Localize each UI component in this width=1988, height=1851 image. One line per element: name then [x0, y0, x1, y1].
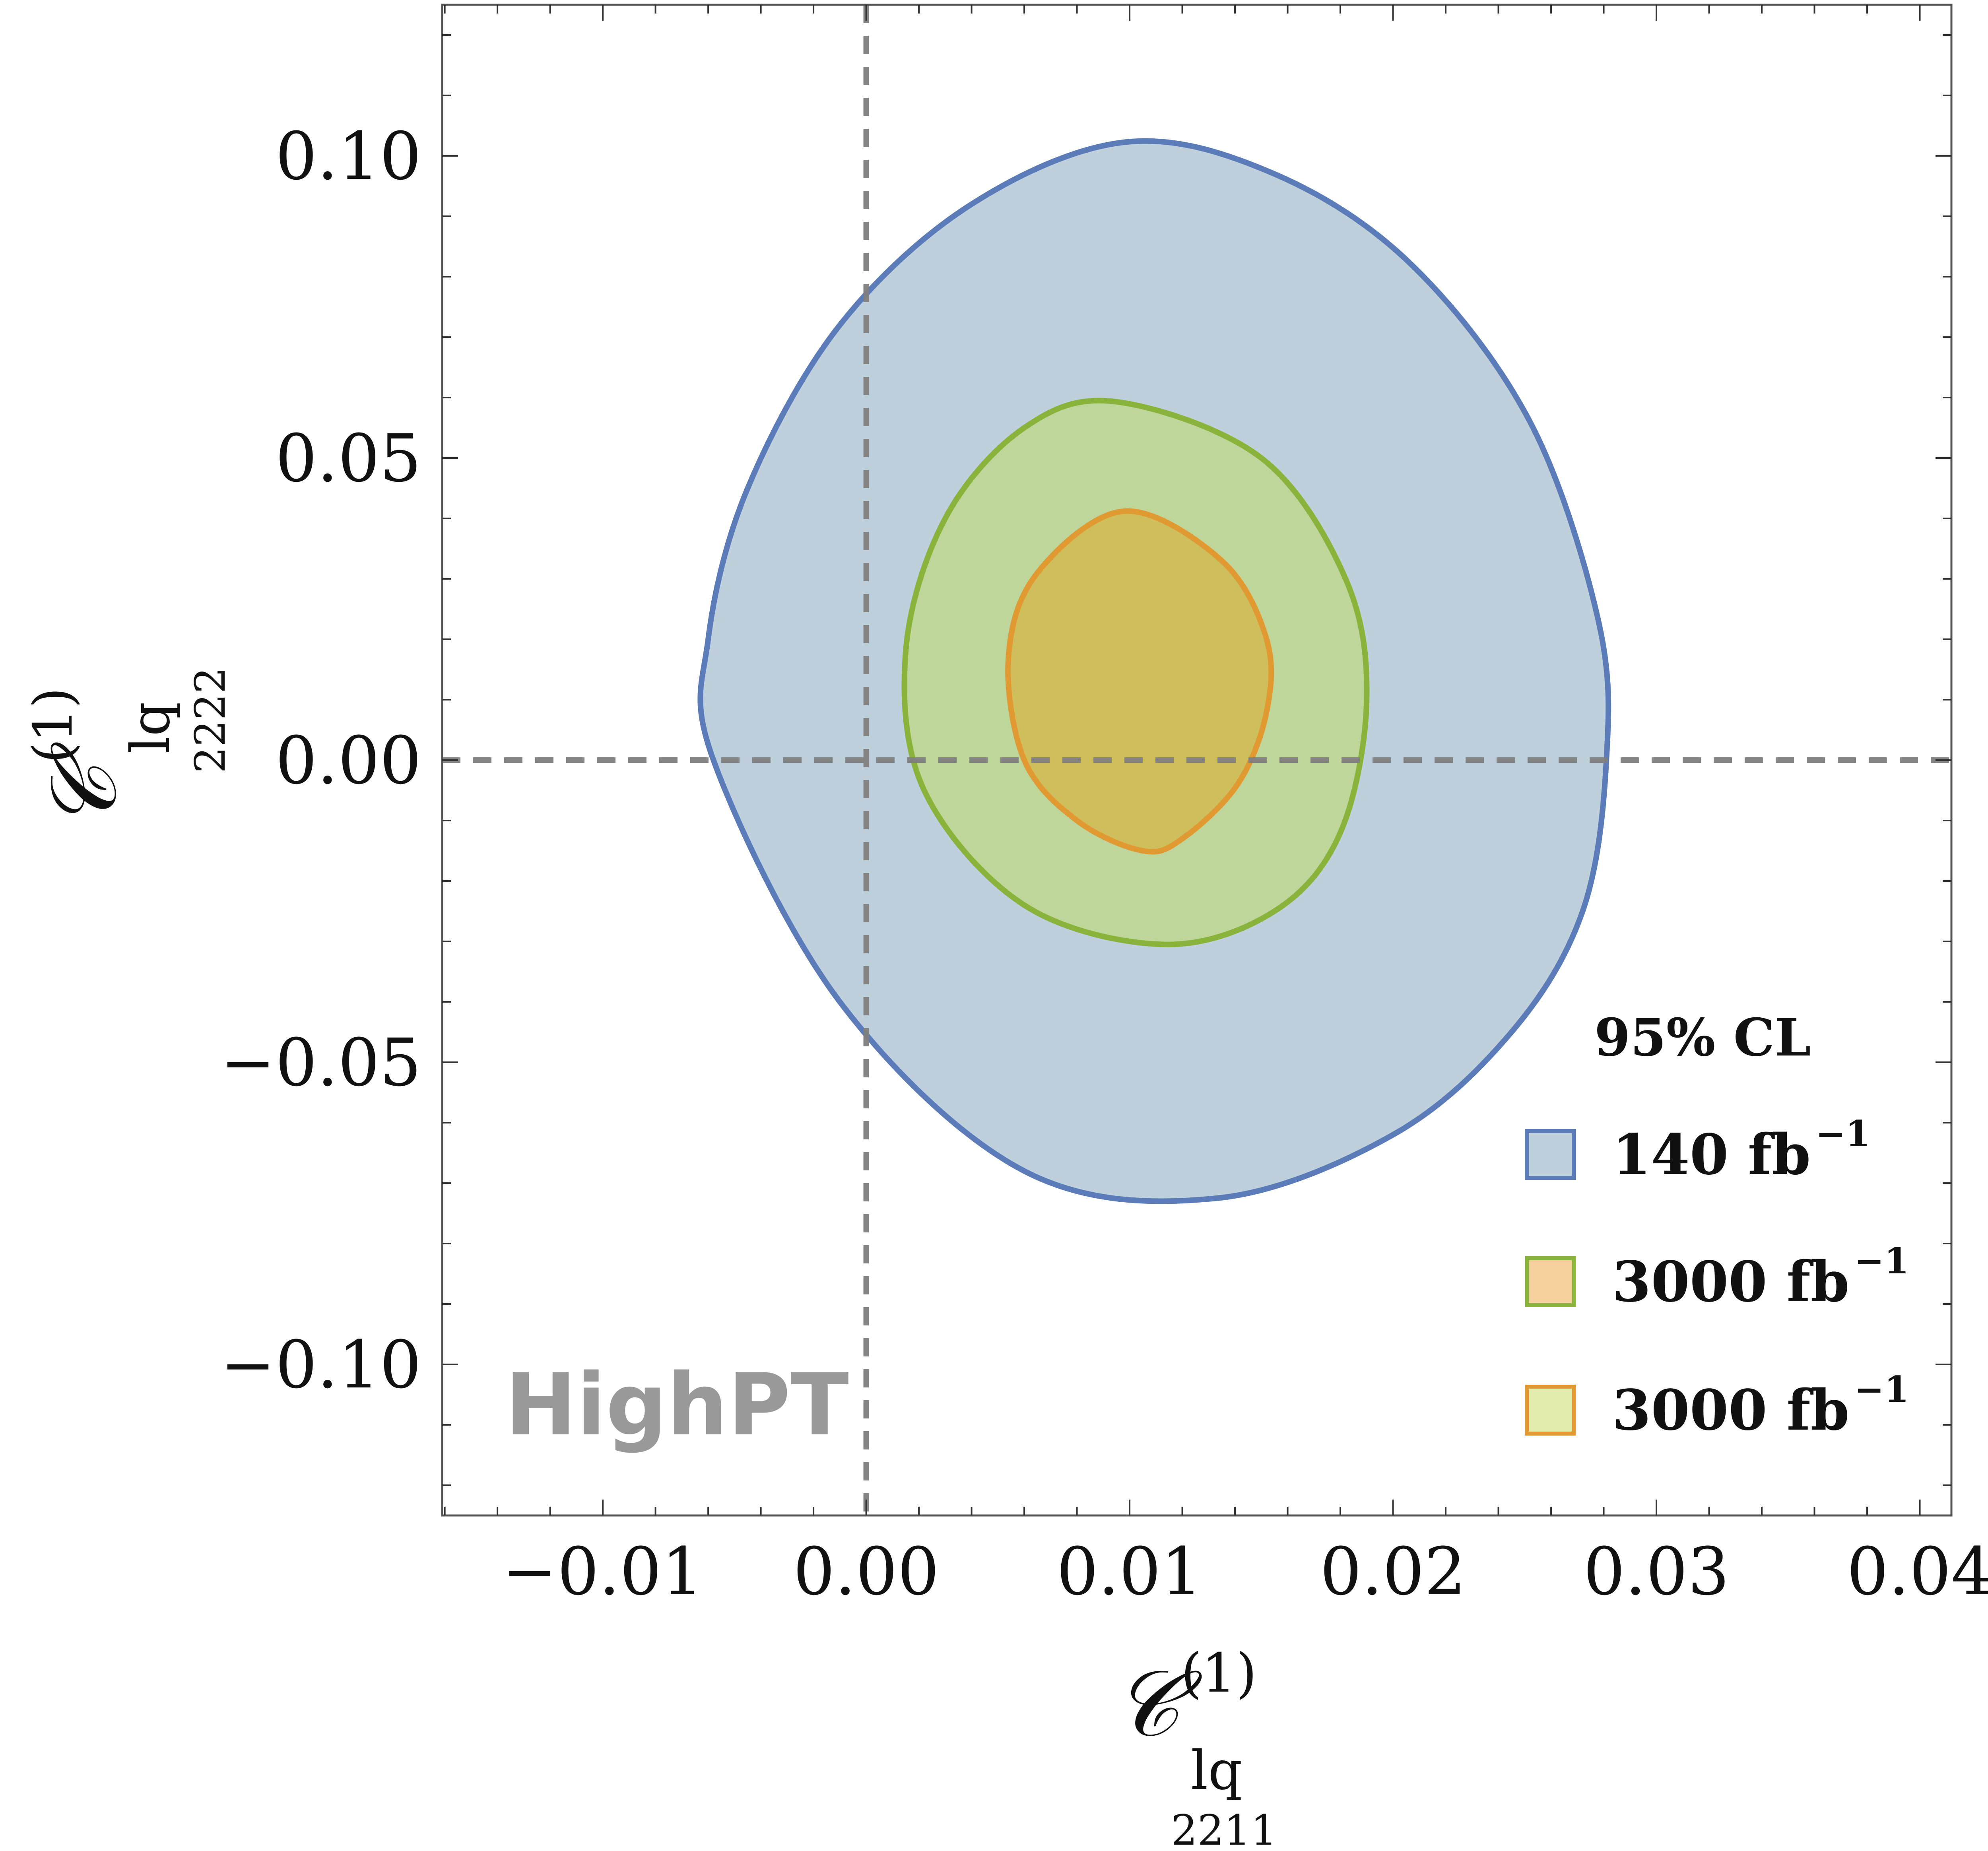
y-axis-superscript: (1)	[22, 687, 84, 763]
legend-exponent: −1	[1815, 1113, 1870, 1155]
y-tick-labels: −0.10 −0.05 0.00 0.05 0.10	[220, 118, 421, 1403]
x-tick-label: 0.03	[1583, 1533, 1729, 1610]
legend-entry-0: 140 fb −1	[1525, 1113, 1870, 1187]
x-axis-superscript: (1)	[1181, 1642, 1257, 1704]
y-axis-title: 𝒞 (1) lq 2222	[22, 667, 235, 831]
legend-entry-2: 3000 fb −1	[1525, 1368, 1909, 1443]
y-axis-indices: 2222	[186, 667, 235, 773]
y-tick-label: −0.05	[220, 1024, 421, 1101]
confidence-region-2	[1005, 508, 1274, 855]
x-tick-labels: −0.01 0.00 0.01 0.02 0.03 0.04	[502, 1533, 1988, 1610]
x-tick-label: −0.01	[502, 1533, 703, 1610]
axis-ticks	[442, 5, 1951, 1515]
legend-label: 140 fb −1	[1612, 1113, 1870, 1187]
legend-swatch	[1525, 1256, 1576, 1307]
legend-swatch	[1525, 1385, 1576, 1436]
legend-title: 95% CL	[1594, 1007, 1811, 1068]
legend-entry-1: 3000 fb −1	[1525, 1240, 1909, 1315]
legend-swatch	[1525, 1129, 1576, 1180]
x-tick-label: 0.00	[793, 1533, 939, 1610]
y-tick-label: 0.05	[276, 420, 421, 497]
x-axis-subscript: lq	[1191, 1739, 1242, 1802]
reference-lines	[442, 5, 1951, 1515]
legend: 95% CL 140 fb −1 3000 fb −1 3000 fb −1	[1525, 1007, 1909, 1443]
x-axis-indices: 2211	[1171, 1806, 1277, 1851]
x-tick-label: 0.01	[1056, 1533, 1202, 1610]
x-tick-label: 0.04	[1847, 1533, 1988, 1610]
x-tick-label: 0.02	[1320, 1533, 1466, 1610]
confidence-regions	[697, 138, 1611, 1204]
y-tick-label: −0.10	[220, 1327, 421, 1403]
highpt-watermark: HighPT	[505, 1355, 849, 1455]
legend-label: 3000 fb −1	[1612, 1240, 1909, 1315]
y-tick-label: 0.00	[276, 722, 421, 799]
legend-exponent: −1	[1854, 1240, 1909, 1282]
legend-label: 3000 fb −1	[1612, 1368, 1909, 1443]
y-tick-label: 0.10	[276, 118, 421, 194]
legend-exponent: −1	[1854, 1368, 1909, 1411]
y-axis-subscript: lq	[119, 702, 182, 753]
x-axis-title: 𝒞 (1) lq 2211	[1113, 1642, 1277, 1851]
